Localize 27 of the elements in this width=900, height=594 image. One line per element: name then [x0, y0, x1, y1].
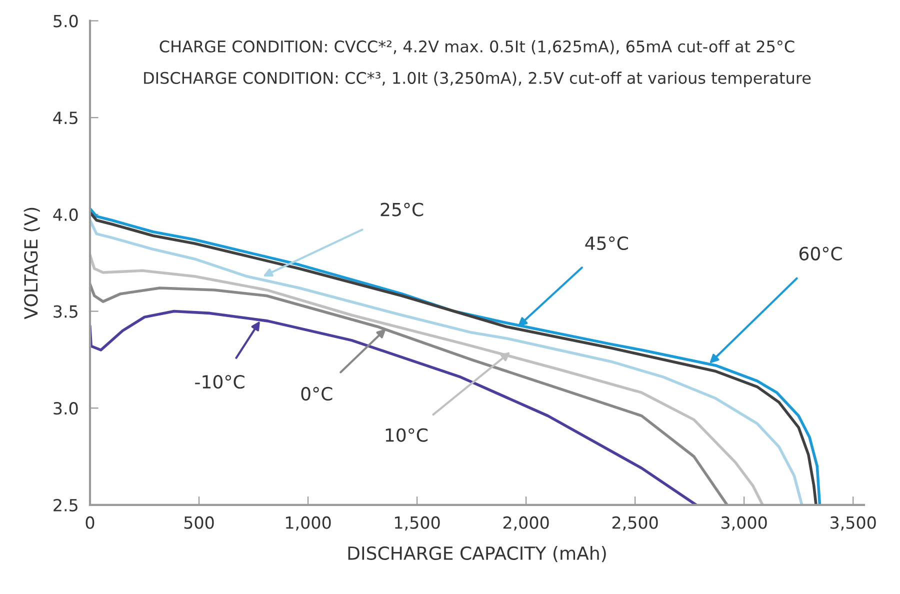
annotation: 0°C — [301, 386, 332, 401]
line-series — [90, 254, 764, 505]
y-tick-label: 4.5 — [53, 112, 78, 124]
annotation: 10°C — [386, 428, 428, 442]
x-tick-label: 3,000 — [722, 516, 767, 531]
y-tick-label: 2.5 — [54, 498, 78, 512]
x-tick-label: 0 — [86, 516, 94, 529]
annotation: DISCHARGE CONDITION: CC*³, 1.0It (3,250mA), 2.5V cut-off at various temperature — [144, 72, 811, 88]
x-tick-label: 1,500 — [395, 516, 440, 531]
y-tick-label: 3.5 — [54, 305, 78, 318]
x-axis-title: DISCHARGE CAPACITY (mAh) — [348, 546, 606, 562]
line-series — [90, 282, 728, 505]
x-tick-label: 2,500 — [612, 516, 658, 531]
y-tick-label: 3.0 — [54, 402, 78, 415]
annotation: CHARGE CONDITION: CVCC*², 4.2V max. 0.5It (1,625mA), 65mA cut-off at 25°C — [160, 40, 794, 54]
x-tick-label: 2,000 — [503, 516, 549, 531]
y-tick-label: 5.0 — [54, 14, 78, 28]
annotation: 25°C — [380, 202, 424, 216]
y-tick-label: 4.0 — [53, 208, 78, 222]
x-tick-label: 500 — [184, 516, 214, 529]
annotation: 60°C — [799, 246, 842, 260]
x-tick-label: 3,500 — [830, 516, 876, 531]
annotation: -10°C — [195, 375, 244, 389]
x-tick-label: 1,000 — [286, 516, 331, 531]
annotation: 45°C — [585, 236, 628, 250]
line-series — [90, 310, 698, 505]
y-axis-title: VOLTAGE (V) — [24, 208, 40, 320]
